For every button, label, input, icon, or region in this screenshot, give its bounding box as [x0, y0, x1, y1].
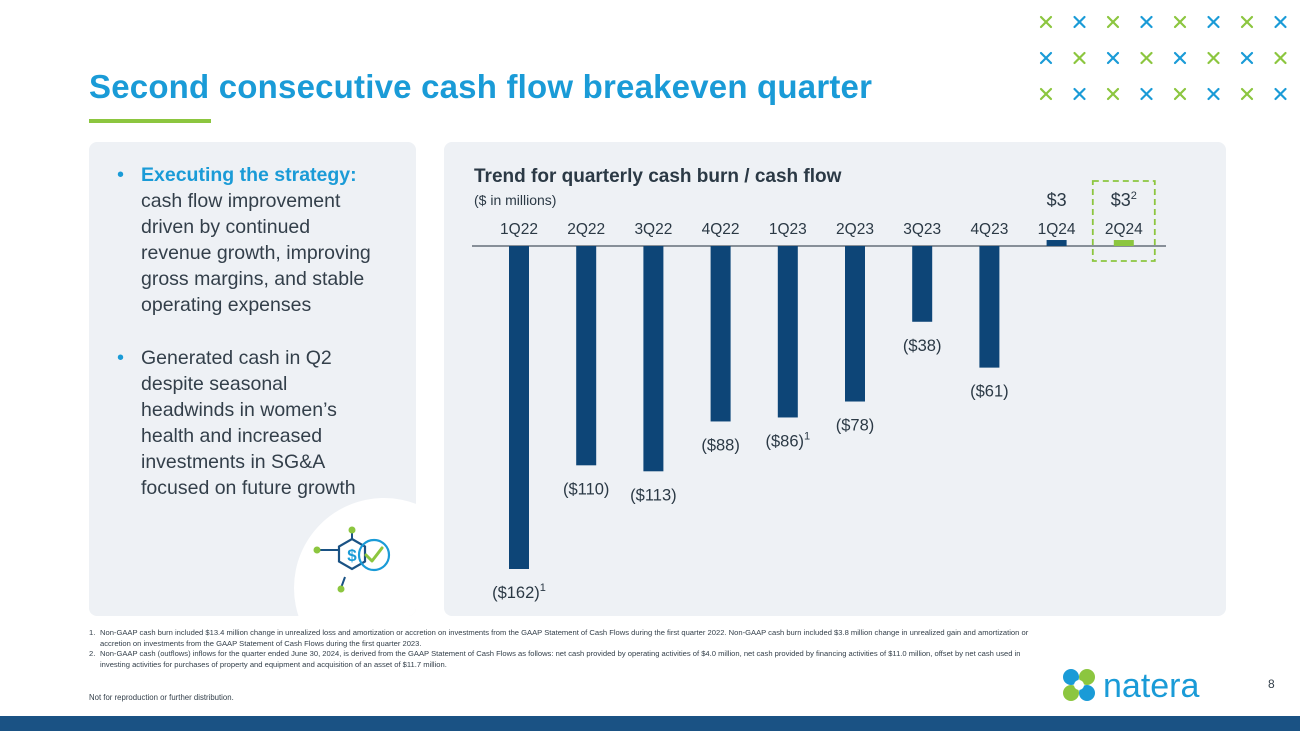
bullet-text: cash flow improvement driven by continue…: [141, 190, 371, 316]
bar-3Q22: [643, 246, 664, 472]
footer-bar: [0, 716, 1300, 731]
page-number: 8: [1268, 677, 1275, 691]
chart-panel: Trend for quarterly cash burn / cash flo…: [444, 142, 1226, 616]
bullet-item: • Generated cash in Q2 despite seasonal …: [113, 345, 383, 501]
disclaimer: Not for reproduction or further distribu…: [89, 693, 234, 702]
tick-label-2Q24: 2Q24: [1105, 221, 1143, 238]
data-label-4Q23: ($61): [970, 383, 1009, 401]
tick-label-1Q22: 1Q22: [500, 221, 538, 238]
tick-label-4Q22: 4Q22: [702, 221, 740, 238]
bullet-item: • Executing the strategy: cash flow impr…: [113, 162, 383, 318]
bar-1Q24: [1046, 240, 1067, 246]
bar-2Q23: [845, 246, 865, 402]
bullet-heading: Executing the strategy:: [141, 164, 357, 186]
data-label-4Q22: ($88): [701, 436, 740, 454]
footnote-text: Non-GAAP cash (outflows) inflows for the…: [100, 649, 1021, 669]
tick-label-1Q24: 1Q24: [1038, 221, 1076, 238]
chart-subtitle: ($ in millions): [474, 192, 557, 208]
data-label-1Q22: ($162)1: [492, 582, 546, 602]
cash-flow-bar-chart: 1Q22 ($162)1 2Q22 ($110) 3Q22 ($113) 4Q22 ($88)…: [472, 180, 1166, 602]
footnote-2: 2. Non-GAAP cash (outflows) inflows for …: [89, 649, 1039, 670]
bullet-list: • Executing the strategy: cash flow impr…: [113, 162, 383, 528]
logo-wordmark: natera: [1103, 667, 1199, 705]
data-label-2Q23: ($78): [836, 417, 875, 435]
bullet-dot: •: [117, 164, 125, 186]
tick-label-3Q22: 3Q22: [634, 221, 672, 238]
data-label-3Q23: ($38): [903, 337, 942, 355]
bar-1Q22: [509, 246, 529, 569]
bar-2Q22: [576, 246, 597, 466]
data-label-1Q24: $3: [1047, 190, 1067, 210]
bar-4Q22: [710, 246, 731, 422]
slide-title: Second consecutive cash flow breakeven q…: [89, 68, 873, 105]
svg-text:$: $: [347, 546, 357, 565]
bar-3Q23: [912, 246, 933, 322]
footnote-number: 1.: [89, 628, 96, 637]
chart-title: Trend for quarterly cash burn / cash flo…: [474, 166, 842, 187]
title-underline: [89, 119, 211, 123]
footnote-number: 2.: [89, 649, 96, 658]
footnote-1: 1. Non-GAAP cash burn included $13.4 mil…: [89, 628, 1039, 649]
tick-label-3Q23: 3Q23: [903, 221, 941, 238]
tick-label-2Q23: 2Q23: [836, 221, 874, 238]
data-label-1Q23: ($86)1: [765, 430, 810, 450]
tick-label-1Q23: 1Q23: [769, 221, 807, 238]
bar-1Q23: [777, 246, 798, 418]
data-label-2Q22: ($110): [563, 480, 609, 498]
highlight-box: [1091, 180, 1156, 262]
tick-label-2Q22: 2Q22: [567, 221, 605, 238]
tick-label-4Q23: 4Q23: [970, 221, 1008, 238]
footnote-text: Non-GAAP cash burn included $13.4 millio…: [100, 628, 1029, 648]
data-label-2Q24: $32: [1111, 190, 1137, 210]
footnotes: 1. Non-GAAP cash burn included $13.4 mil…: [89, 628, 1039, 670]
data-label-3Q22: ($113): [630, 486, 676, 504]
bar-2Q24: [1113, 240, 1134, 246]
natera-logo: natera: [1063, 667, 1199, 705]
strategy-panel: • Executing the strategy: cash flow impr…: [89, 142, 416, 616]
bullet-text: Generated cash in Q2 despite seasonal he…: [141, 347, 356, 499]
dollar-hexagon-check-icon: $: [313, 526, 391, 593]
natera-clover-logo-icon: [1063, 669, 1095, 701]
bullet-dot: •: [117, 347, 125, 369]
x-pattern-icon: [1039, 15, 1287, 101]
bar-4Q23: [979, 246, 1000, 368]
